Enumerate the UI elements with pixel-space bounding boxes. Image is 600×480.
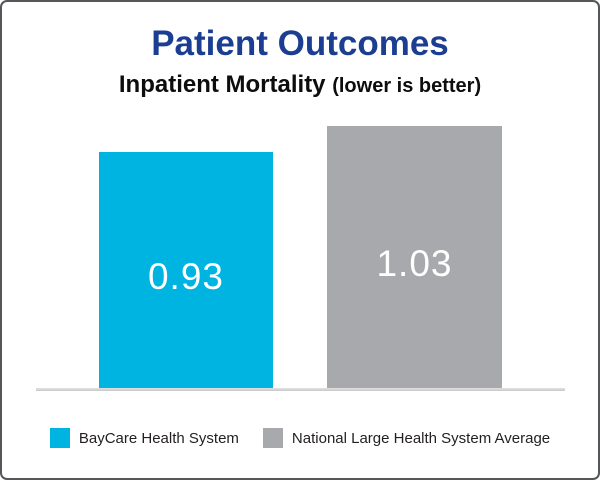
chart-subtitle-note-text: (lower is better) xyxy=(332,75,482,97)
legend-label-national-average: National Large Health System Average xyxy=(291,429,551,447)
bar-baycare-health-system: 0.93 xyxy=(99,152,273,389)
legend-item-national-average: National Large Health System Average xyxy=(262,428,551,448)
legend-item-baycare: BayCare Health System xyxy=(49,428,239,448)
bar-national-large-health-system-average: 1.03 xyxy=(327,126,502,389)
x-axis-baseline xyxy=(36,388,565,391)
chart-title: Patient Outcomes xyxy=(151,24,449,63)
legend-swatch-baycare xyxy=(49,428,70,448)
legend-label-baycare: BayCare Health System xyxy=(78,429,239,447)
plot-area: 0.93 1.03 xyxy=(99,126,502,389)
chart-subtitle-main: Inpatient Mortality xyxy=(118,71,326,98)
chart-subtitle: Inpatient Mortality (lower is better) xyxy=(0,71,600,99)
bar-value-label: 0.93 xyxy=(147,255,224,297)
legend-swatch-national-average xyxy=(262,428,283,448)
legend: BayCare Health System National Large Hea… xyxy=(0,428,600,448)
bar-value-label: 1.03 xyxy=(376,242,453,284)
